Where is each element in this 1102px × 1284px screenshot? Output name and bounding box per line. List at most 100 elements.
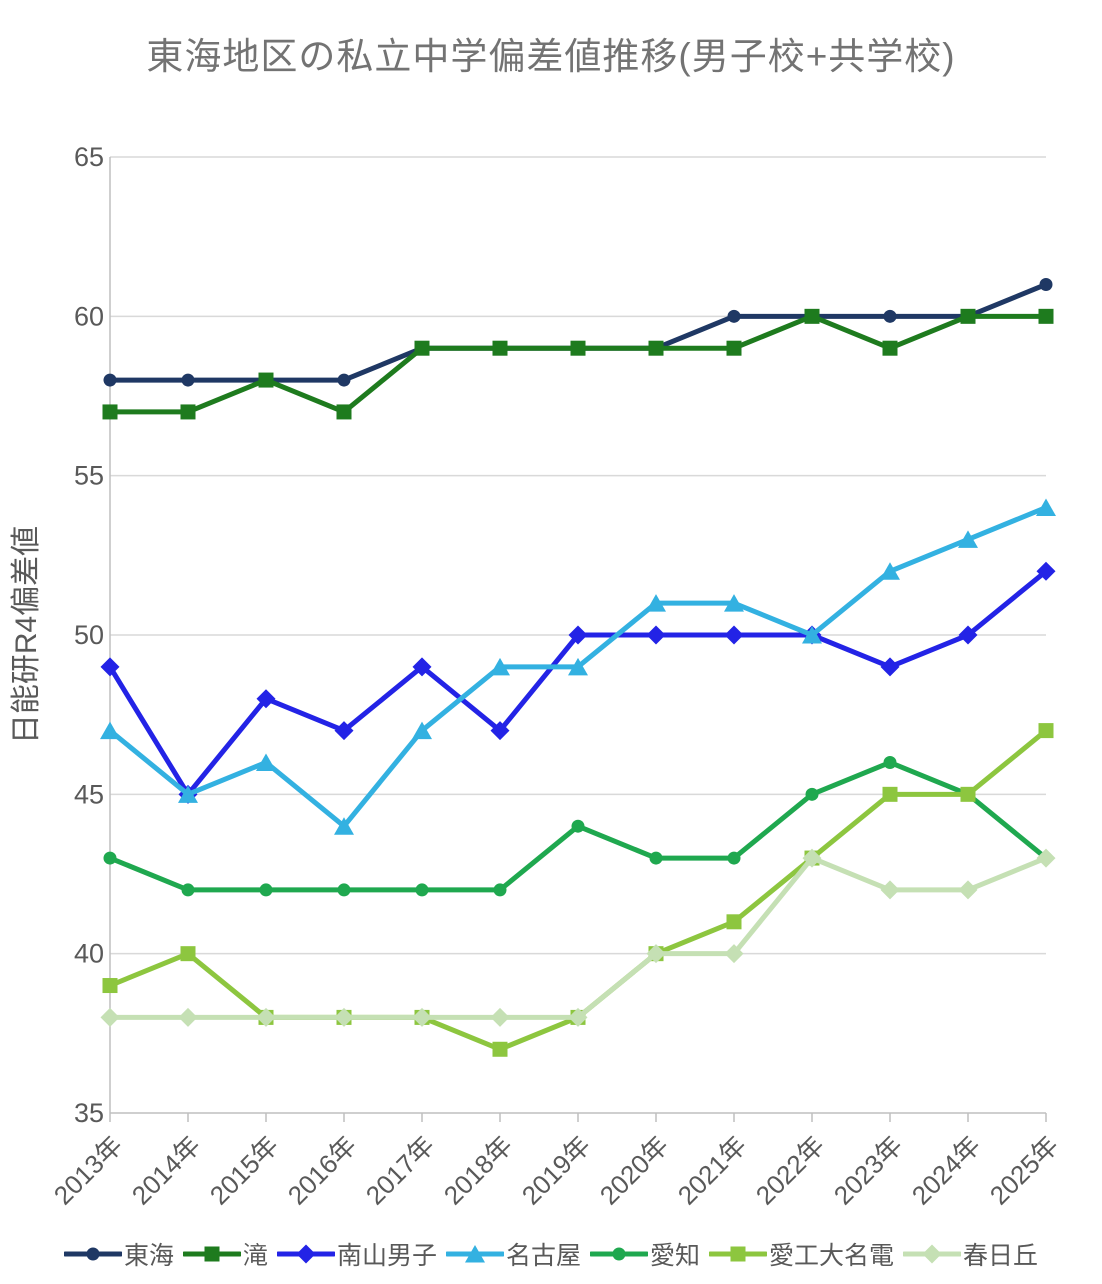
series-2-point bbox=[1036, 561, 1056, 581]
series-1-point bbox=[1038, 308, 1054, 324]
series-3-point bbox=[490, 657, 510, 676]
legend-label: 春日丘 bbox=[963, 1242, 1039, 1270]
series-6-point bbox=[412, 1007, 432, 1027]
y-tick-label: 45 bbox=[74, 779, 104, 809]
legend-item-5: 愛工大名電 bbox=[709, 1236, 894, 1272]
series-2-point bbox=[490, 721, 510, 741]
series-line-1 bbox=[107, 313, 1049, 415]
series-3-point bbox=[880, 562, 900, 580]
series-6-point bbox=[178, 1007, 198, 1027]
series-line-0 bbox=[107, 281, 1049, 383]
series-4-point bbox=[493, 883, 507, 897]
series-4-point bbox=[571, 819, 585, 833]
series-2-point bbox=[646, 625, 666, 645]
legend-circle-icon bbox=[63, 1247, 122, 1261]
series-2-point bbox=[412, 657, 432, 677]
series-1-point bbox=[336, 404, 352, 420]
series-6-point bbox=[646, 944, 666, 964]
series-4-point bbox=[259, 883, 273, 897]
series-4-point bbox=[649, 851, 663, 865]
series-6-point bbox=[256, 1007, 276, 1027]
legend-marker bbox=[730, 1246, 746, 1262]
x-tick-label: 2017年 bbox=[360, 1130, 440, 1210]
x-tick-label: 2020年 bbox=[594, 1130, 674, 1210]
legend-label: 東海 bbox=[123, 1242, 174, 1270]
series-3-point bbox=[100, 721, 120, 740]
x-tick-label: 2019年 bbox=[516, 1130, 596, 1210]
x-tick-label: 2022年 bbox=[750, 1130, 830, 1210]
series-6-point bbox=[880, 880, 900, 900]
legend-label: 愛知 bbox=[650, 1242, 701, 1270]
series-6-point bbox=[490, 1007, 510, 1027]
legend-marker bbox=[204, 1246, 220, 1262]
y-tick-label: 60 bbox=[74, 301, 104, 331]
series-0-point bbox=[727, 309, 741, 323]
x-tick-label: 2023年 bbox=[828, 1130, 908, 1210]
series-3-point bbox=[412, 721, 432, 740]
series-2-point bbox=[568, 625, 588, 645]
legend-item-2: 南山男子 bbox=[276, 1236, 437, 1272]
legend-square-icon bbox=[182, 1246, 241, 1262]
series-5-point bbox=[882, 786, 898, 802]
x-tick-label: 2025年 bbox=[984, 1130, 1064, 1210]
y-tick-label: 55 bbox=[74, 461, 104, 491]
legend-item-4: 愛知 bbox=[590, 1236, 700, 1272]
series-3-point bbox=[568, 657, 588, 676]
series-1-point bbox=[960, 308, 976, 324]
series-0-point bbox=[103, 373, 117, 387]
series-4-point bbox=[805, 787, 819, 801]
series-2-point bbox=[334, 721, 354, 741]
series-3-point bbox=[724, 594, 744, 612]
legend-diamond-icon bbox=[903, 1244, 962, 1264]
series-4-point bbox=[415, 883, 429, 897]
series-3-point bbox=[646, 594, 666, 612]
x-tick-label: 2014年 bbox=[126, 1130, 206, 1210]
x-tick-label: 2013年 bbox=[48, 1130, 128, 1210]
series-1-point bbox=[570, 340, 586, 356]
series-1-point bbox=[882, 340, 898, 356]
series-5-point bbox=[1038, 723, 1054, 739]
series-1-point bbox=[414, 340, 430, 356]
legend-circle-icon bbox=[590, 1247, 648, 1261]
series-3-point bbox=[802, 626, 822, 644]
series-3-point bbox=[334, 817, 354, 835]
series-5-point bbox=[102, 978, 118, 994]
legend-triangle-icon bbox=[445, 1245, 504, 1263]
series-2-point bbox=[100, 657, 120, 677]
series-6-point bbox=[100, 1007, 120, 1027]
series-4-point bbox=[337, 883, 351, 897]
series-3-point bbox=[178, 785, 198, 803]
series-1-point bbox=[102, 404, 118, 420]
series-1-point bbox=[648, 340, 664, 356]
series-6-point bbox=[724, 944, 744, 964]
legend-marker bbox=[464, 1245, 485, 1263]
series-1-point bbox=[726, 340, 742, 356]
series-0-point bbox=[181, 373, 195, 387]
series-6-point bbox=[568, 1007, 588, 1027]
series-4-point bbox=[181, 883, 195, 897]
series-0-point bbox=[1039, 277, 1053, 291]
legend-label: 愛工大名電 bbox=[769, 1242, 895, 1270]
series-3-point bbox=[256, 753, 276, 771]
series-1-point bbox=[180, 404, 196, 420]
series-5-point bbox=[960, 786, 976, 802]
series-6-point bbox=[802, 848, 822, 868]
series-4-point bbox=[103, 851, 117, 865]
series-6-point bbox=[958, 880, 978, 900]
y-tick-label: 65 bbox=[74, 142, 104, 172]
legend-square-icon bbox=[709, 1246, 768, 1262]
legend-label: 南山男子 bbox=[336, 1242, 437, 1270]
chart-title: 東海地区の私立中学偏差値推移(男子校+共学校) bbox=[146, 36, 956, 77]
chart-legend: 東海 滝 南山男子 名古屋 愛知 愛工大名電 春日丘 bbox=[0, 1236, 1102, 1272]
series-4-point bbox=[883, 755, 897, 769]
series-line-2 bbox=[107, 568, 1049, 797]
legend-item-3: 名古屋 bbox=[445, 1236, 581, 1272]
series-3-point bbox=[958, 530, 978, 548]
x-tick-label: 2024年 bbox=[906, 1130, 986, 1210]
series-1-point bbox=[804, 308, 820, 324]
series-0-point bbox=[883, 309, 897, 323]
y-tick-label: 50 bbox=[74, 620, 104, 650]
series-0-point bbox=[337, 373, 351, 387]
